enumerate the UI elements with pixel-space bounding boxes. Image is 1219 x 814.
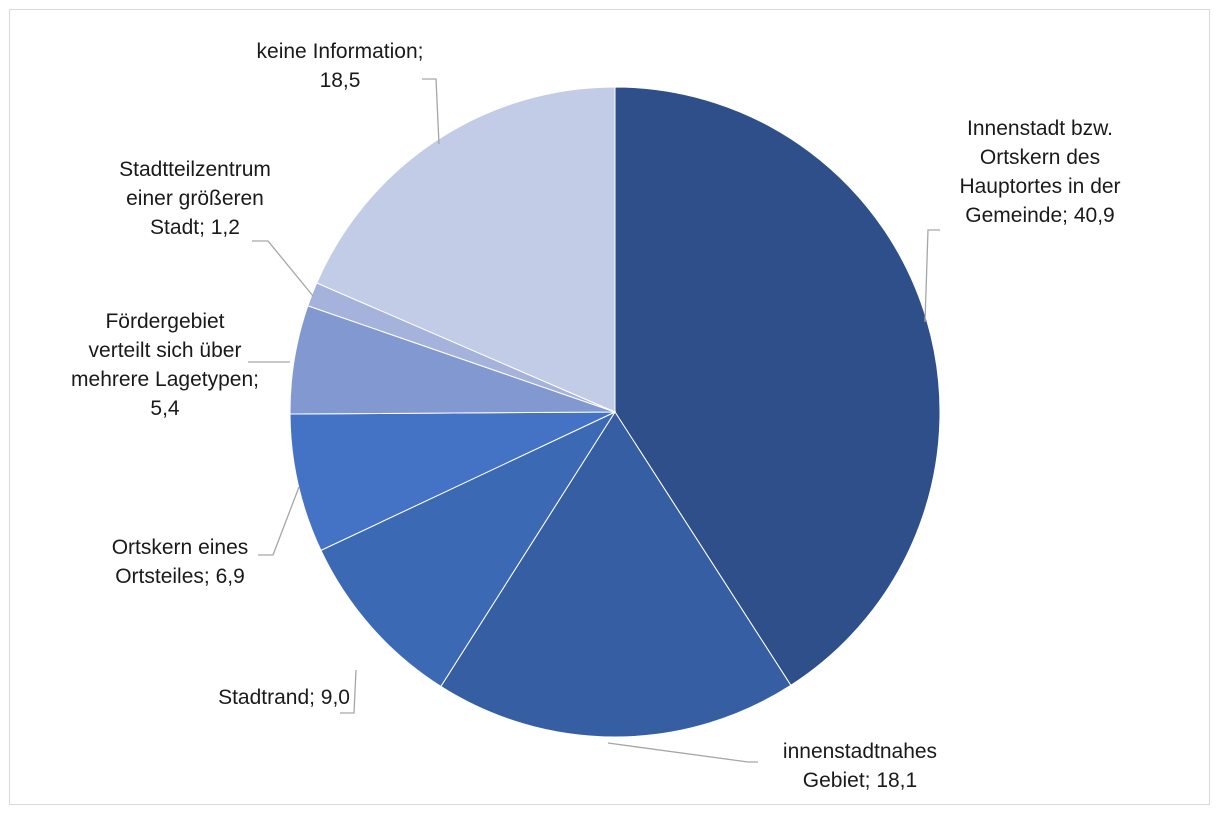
data-label-stadtteilzentrum: Stadtteilzentrum einer größeren Stadt; 1… — [119, 158, 271, 239]
chart-area: Innenstadt bzw. Ortskern des Hauptortes … — [9, 9, 1210, 805]
data-label-innenstadt: Innenstadt bzw. Ortskern des Hauptortes … — [959, 117, 1121, 227]
data-label-stadtrand: Stadtrand; 9,0 — [218, 686, 350, 709]
leader-line-0 — [924, 229, 940, 323]
leader-line-3 — [258, 486, 300, 556]
leader-line-5 — [252, 240, 314, 297]
pie-slice-3 — [289, 411, 616, 552]
data-label-ortskern-ortsteil: Ortskern eines Ortsteiles; 6,9 — [111, 536, 249, 588]
data-label-innenstadtnahes-gebiet: innenstadtnahes Gebiet; 18,1 — [782, 740, 938, 792]
data-label-keine-information: keine Information; 18,5 — [256, 40, 424, 92]
pie-slice-0 — [614, 86, 941, 687]
leader-line-1 — [607, 742, 758, 763]
data-label-foerdergebiet: Fördergebiet verteilt sich über mehrere … — [71, 310, 259, 420]
leader-line-6 — [422, 78, 440, 145]
pie-slice-2 — [320, 410, 617, 688]
pie-chart — [248, 78, 941, 763]
pie-slice-6 — [316, 86, 616, 413]
pie-slice-1 — [440, 411, 792, 738]
leader-line-2 — [340, 669, 357, 714]
